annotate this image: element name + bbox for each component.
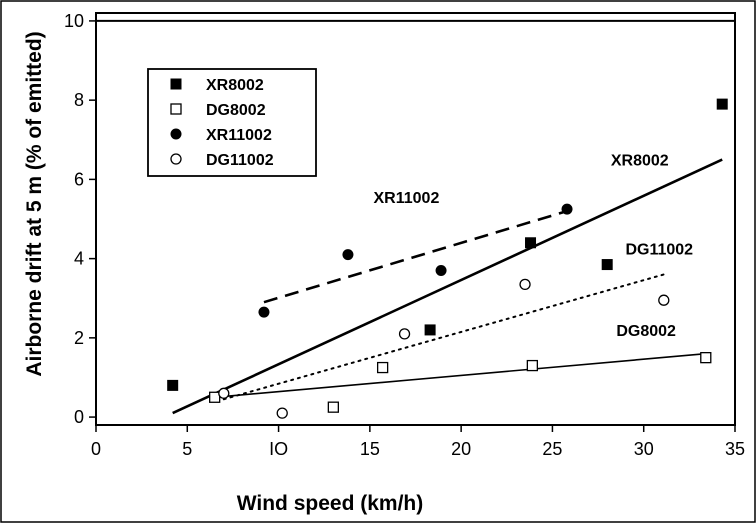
trend-line-dg8002 <box>214 352 706 399</box>
legend-marker-xr11002 <box>170 128 182 140</box>
x-axis-title: Wind speed (km/h) <box>237 492 424 515</box>
legend: XR8002 DG8002 XR11002 DG11002 <box>147 68 317 177</box>
data-point-xr8002 <box>601 259 613 271</box>
legend-label: DG8002 <box>206 102 266 119</box>
data-point-xr11002 <box>561 203 573 215</box>
plot-frame <box>95 12 736 426</box>
data-point-dg8002 <box>327 401 339 413</box>
series-annotation: XR11002 <box>374 190 440 207</box>
x-tick-label: 0 <box>91 439 101 459</box>
y-tick-label: 2 <box>74 328 84 348</box>
legend-marker-dg11002 <box>170 153 182 165</box>
legend-marker-dg8002 <box>170 103 182 115</box>
legend-label: DG11002 <box>206 152 274 169</box>
y-tick-label: 4 <box>74 249 84 269</box>
y-axis: 0 2 4 6 8 10 <box>64 11 96 427</box>
data-point-dg11002 <box>658 294 670 306</box>
x-tick-label: 25 <box>542 439 562 459</box>
data-point-dg11002 <box>276 407 288 419</box>
x-tick-label: 20 <box>451 439 471 459</box>
x-tick-label: 30 <box>634 439 654 459</box>
x-axis: 0 5 IO 15 20 25 30 35 <box>91 425 745 459</box>
legend-label: XR11002 <box>206 127 272 144</box>
trend-line-layer <box>172 158 723 415</box>
data-point-xr8002 <box>525 237 537 249</box>
y-axis-title: Airborne drift at 5 m (% of emitted) <box>23 31 46 376</box>
x-tick-label: 5 <box>182 439 192 459</box>
x-tick-label: IO <box>269 439 288 459</box>
data-point-dg8002 <box>700 352 712 364</box>
data-point-xr8002 <box>424 324 436 336</box>
data-point-dg8002 <box>209 391 221 403</box>
data-point-xr8002 <box>167 379 179 391</box>
x-tick-label: 15 <box>360 439 380 459</box>
data-point-xr11002 <box>342 249 354 261</box>
data-point-dg11002 <box>519 278 531 291</box>
legend-marker-xr8002 <box>170 78 182 90</box>
data-point-xr8002 <box>716 98 728 110</box>
data-point-layer <box>167 98 728 419</box>
trend-line-xr11002 <box>263 209 568 304</box>
annotation-layer: XR8002 XR11002 DG11002 DG8002 <box>374 153 694 340</box>
data-point-dg11002 <box>218 387 230 399</box>
data-point-dg8002 <box>376 361 389 374</box>
data-point-xr11002 <box>435 265 447 276</box>
x-tick-label: 35 <box>725 439 745 459</box>
data-point-xr11002 <box>258 306 270 318</box>
data-point-dg8002 <box>526 359 538 372</box>
legend-label: XR8002 <box>206 77 264 94</box>
trend-line-dg11002 <box>222 273 665 401</box>
data-point-dg11002 <box>398 328 411 340</box>
series-annotation: DG8002 <box>616 323 676 340</box>
trend-line-xr8002 <box>172 158 723 415</box>
y-tick-label: 8 <box>74 90 84 110</box>
series-annotation: XR8002 <box>611 153 669 170</box>
y-tick-label: 6 <box>74 169 84 189</box>
y-tick-label: 0 <box>74 407 84 427</box>
y-tick-label: 10 <box>64 11 84 31</box>
series-annotation: DG11002 <box>625 242 693 259</box>
